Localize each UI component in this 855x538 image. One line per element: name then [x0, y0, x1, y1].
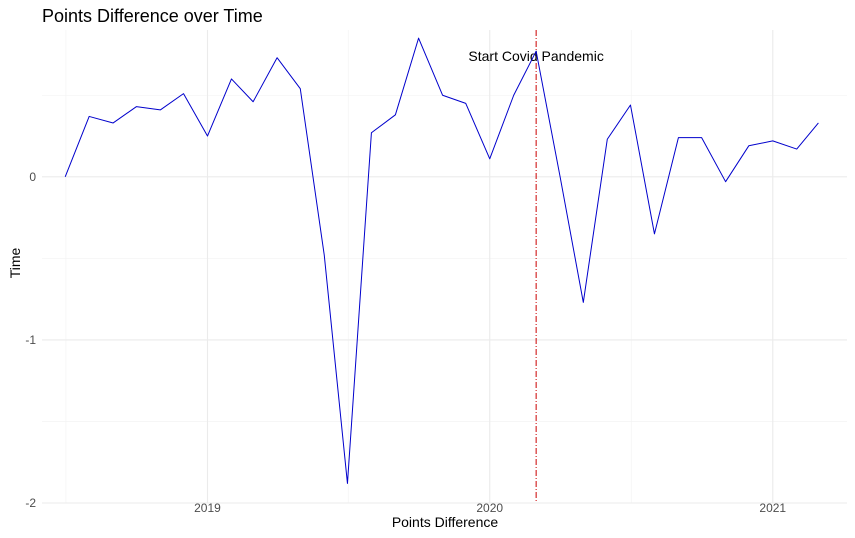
- grid-layer: [42, 30, 847, 504]
- y-axis-title: Time: [7, 247, 23, 278]
- x-tick-label: 2019: [194, 501, 221, 515]
- x-tick-label: 2021: [759, 501, 786, 515]
- series-line: [64, 37, 819, 484]
- y-tick-label: -1: [25, 333, 36, 347]
- series-layer: [64, 37, 819, 484]
- chart-title: Points Difference over Time: [42, 6, 263, 26]
- x-tick-labels: 2019 2020 2021: [194, 501, 786, 515]
- covid-annotation-label: Start Covid Pandemic: [468, 48, 603, 64]
- x-tick-label: 2020: [476, 501, 503, 515]
- y-tick-label: 0: [29, 170, 36, 184]
- x-axis-title: Points Difference: [392, 514, 499, 530]
- y-tick-label: -2: [25, 496, 36, 510]
- y-tick-labels: 0 -1 -2: [25, 170, 36, 510]
- annotation-layer: Start Covid Pandemic: [468, 30, 604, 503]
